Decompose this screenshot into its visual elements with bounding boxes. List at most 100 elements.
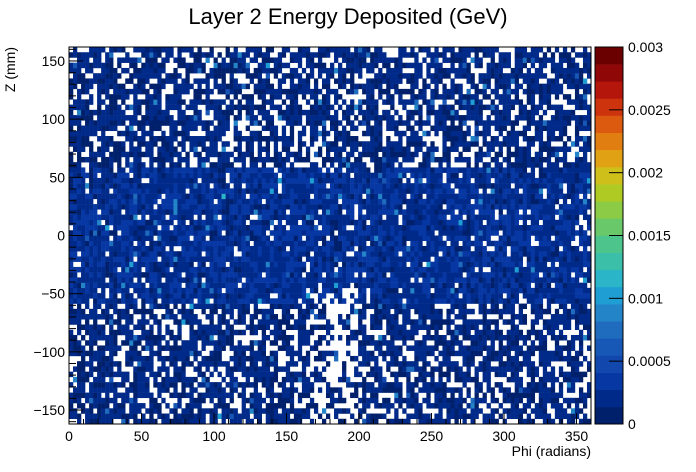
heatmap-cell <box>277 266 283 273</box>
heatmap-cell <box>245 308 250 315</box>
heatmap-cell <box>566 225 572 231</box>
heatmap-cell <box>542 204 548 210</box>
heatmap-cell <box>562 345 568 351</box>
heatmap-cell <box>313 209 319 215</box>
heatmap-cell <box>466 403 471 409</box>
heatmap-cell <box>502 177 507 184</box>
heatmap-cell <box>153 256 158 262</box>
heatmap-cell <box>414 382 419 388</box>
heatmap-cell <box>390 209 395 215</box>
heatmap-cell <box>213 387 218 393</box>
heatmap-cell <box>534 214 540 221</box>
heatmap-cell <box>89 183 94 189</box>
heatmap-cell <box>542 251 548 257</box>
heatmap-cell <box>582 235 588 241</box>
heatmap-cell <box>374 298 379 304</box>
heatmap-cell <box>442 198 447 205</box>
heatmap-cell <box>506 230 511 236</box>
heatmap-cell <box>73 198 78 205</box>
heatmap-cell <box>141 272 146 278</box>
heatmap-cell <box>422 245 427 252</box>
heatmap-cell <box>181 298 186 304</box>
heatmap-cell <box>189 340 194 346</box>
heatmap-cell <box>89 225 94 231</box>
heatmap-cell <box>289 350 295 357</box>
heatmap-cell <box>301 382 307 388</box>
heatmap-cell <box>89 403 94 409</box>
heatmap-cell <box>470 209 475 215</box>
heatmap-cell <box>217 303 222 310</box>
heatmap-cell <box>225 272 230 278</box>
heatmap-cell <box>498 251 503 257</box>
heatmap-cell <box>442 392 447 399</box>
heatmap-cell <box>518 418 523 425</box>
heatmap-cell <box>470 219 475 226</box>
heatmap-cell <box>137 235 142 241</box>
heatmap-cell <box>582 183 588 189</box>
heatmap-cell <box>574 350 580 357</box>
heatmap-cell <box>193 172 198 179</box>
heatmap-cell <box>241 397 246 404</box>
heatmap-cell <box>197 403 202 409</box>
heatmap-cell <box>490 355 495 362</box>
heatmap-cell <box>478 204 483 210</box>
heatmap-cell <box>558 240 564 247</box>
heatmap-cell <box>253 366 258 372</box>
heatmap-cell <box>570 183 576 189</box>
heatmap-cell <box>394 387 399 393</box>
heatmap-cell <box>93 266 98 273</box>
heatmap-cell <box>558 371 564 378</box>
heatmap-cell <box>305 387 311 393</box>
heatmap-cell <box>121 188 126 194</box>
heatmap-cell <box>330 287 335 294</box>
heatmap-cell <box>418 188 423 194</box>
heatmap-cell <box>426 198 431 205</box>
heatmap-cell <box>566 183 572 189</box>
heatmap-cell <box>241 387 246 393</box>
heatmap-cell <box>554 392 560 399</box>
heatmap-cell <box>265 225 271 231</box>
heatmap-cell <box>514 287 519 294</box>
heatmap-cell <box>213 418 218 425</box>
heatmap-cell <box>233 418 238 425</box>
heatmap-cell <box>570 371 576 378</box>
heatmap-cell <box>77 183 82 189</box>
heatmap-cell <box>446 251 451 257</box>
heatmap-cell <box>390 245 395 252</box>
heatmap-cell <box>378 376 383 383</box>
heatmap-cell <box>261 287 267 294</box>
heatmap-cell <box>313 277 319 283</box>
heatmap-cell <box>570 361 576 367</box>
heatmap-cell <box>462 308 467 315</box>
heatmap-cell <box>273 408 279 414</box>
heatmap-cell <box>574 366 580 372</box>
heatmap-cell <box>281 183 287 189</box>
heatmap-cell <box>153 319 158 325</box>
heatmap-cell <box>313 172 319 179</box>
heatmap-cell <box>454 334 459 341</box>
heatmap-cell <box>554 334 560 341</box>
heatmap-cell <box>566 397 572 404</box>
heatmap-cell <box>125 251 130 257</box>
heatmap-cell <box>313 282 319 289</box>
heatmap-cell <box>101 282 106 289</box>
heatmap-cell <box>241 314 246 320</box>
heatmap-cell <box>338 235 343 241</box>
heatmap-cell <box>410 172 415 179</box>
heatmap-cell <box>261 193 267 200</box>
heatmap-cell <box>89 177 94 184</box>
heatmap-cell <box>153 371 158 378</box>
heatmap-cell <box>450 188 455 194</box>
heatmap-cell <box>141 287 146 294</box>
heatmap-cell <box>181 376 186 383</box>
heatmap-cell <box>121 256 126 262</box>
heatmap-cell <box>193 240 198 247</box>
heatmap-cell <box>81 172 86 179</box>
heatmap-cell <box>257 287 262 294</box>
heatmap-cell <box>245 345 250 351</box>
heatmap-cell <box>394 418 399 425</box>
heatmap-cell <box>434 314 439 320</box>
heatmap-cell <box>466 324 471 330</box>
heatmap-cell <box>582 256 588 262</box>
heatmap-cell <box>261 256 267 262</box>
